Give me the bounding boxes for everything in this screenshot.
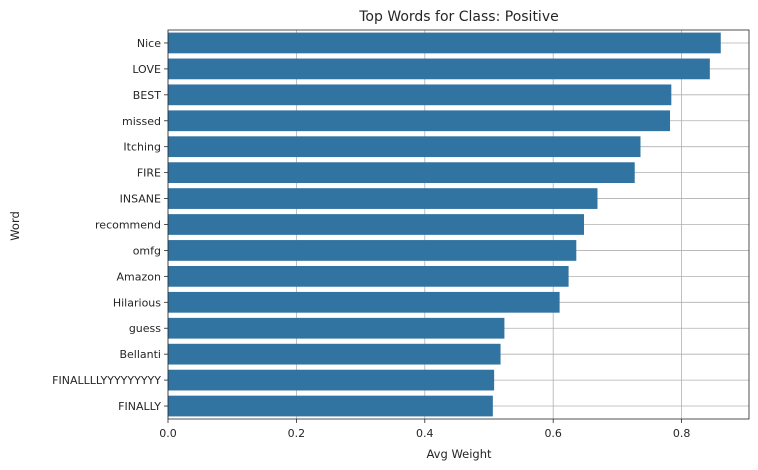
y-tick-label: FINALLY [118,400,161,413]
bar-love [168,58,710,80]
y-tick-label: Bellanti [119,348,161,361]
y-tick-label: Nice [137,37,161,50]
bar-omfg [168,240,577,261]
bar-best [168,84,672,106]
y-tick-label: FINALLLLYYYYYYYYY [52,374,161,387]
y-tick-label: omfg [133,244,161,257]
bars [168,32,721,417]
bar-insane [168,188,598,209]
bar-missed [168,110,671,132]
bar-finally [168,395,493,417]
y-tick-label: missed [122,115,161,128]
y-axis-label: Word [8,211,22,241]
x-axis-label: Avg Weight [426,447,492,461]
y-tick-label: FIRE [137,167,161,180]
x-tick-label: 0.0 [159,427,177,440]
chart-title: Top Words for Class: Positive [358,9,558,25]
y-axis-ticks: Nice LOVE BEST missed Itching FIRE INSANE recom… [52,37,168,413]
x-tick-label: 0.8 [673,427,691,440]
x-tick-label: 0.2 [288,427,306,440]
bar-guess [168,317,505,339]
x-tick-label: 0.4 [416,427,434,440]
y-tick-label: recommend [95,219,161,232]
y-tick-label: INSANE [120,193,161,206]
bar-recommend [168,214,585,235]
bar-itching [168,136,641,158]
y-tick-label: Itching [123,141,161,154]
y-tick-label: Amazon [117,270,161,283]
bar-amazon [168,265,569,287]
x-axis-ticks: 0.0 0.2 0.4 0.6 0.8 [159,419,690,440]
y-tick-label: Hilarious [113,296,161,309]
y-tick-label: BEST [133,89,161,102]
bar-hilarious [168,291,560,313]
y-tick-label: guess [129,322,161,335]
bar-bellanti [168,343,501,365]
y-tick-label: LOVE [132,63,161,76]
bar-finallllyyyyyyyyy [168,369,495,391]
plot-frame [167,29,750,420]
bar-fire [168,162,635,184]
x-tick-label: 0.6 [544,427,562,440]
bar-nice [168,32,721,54]
